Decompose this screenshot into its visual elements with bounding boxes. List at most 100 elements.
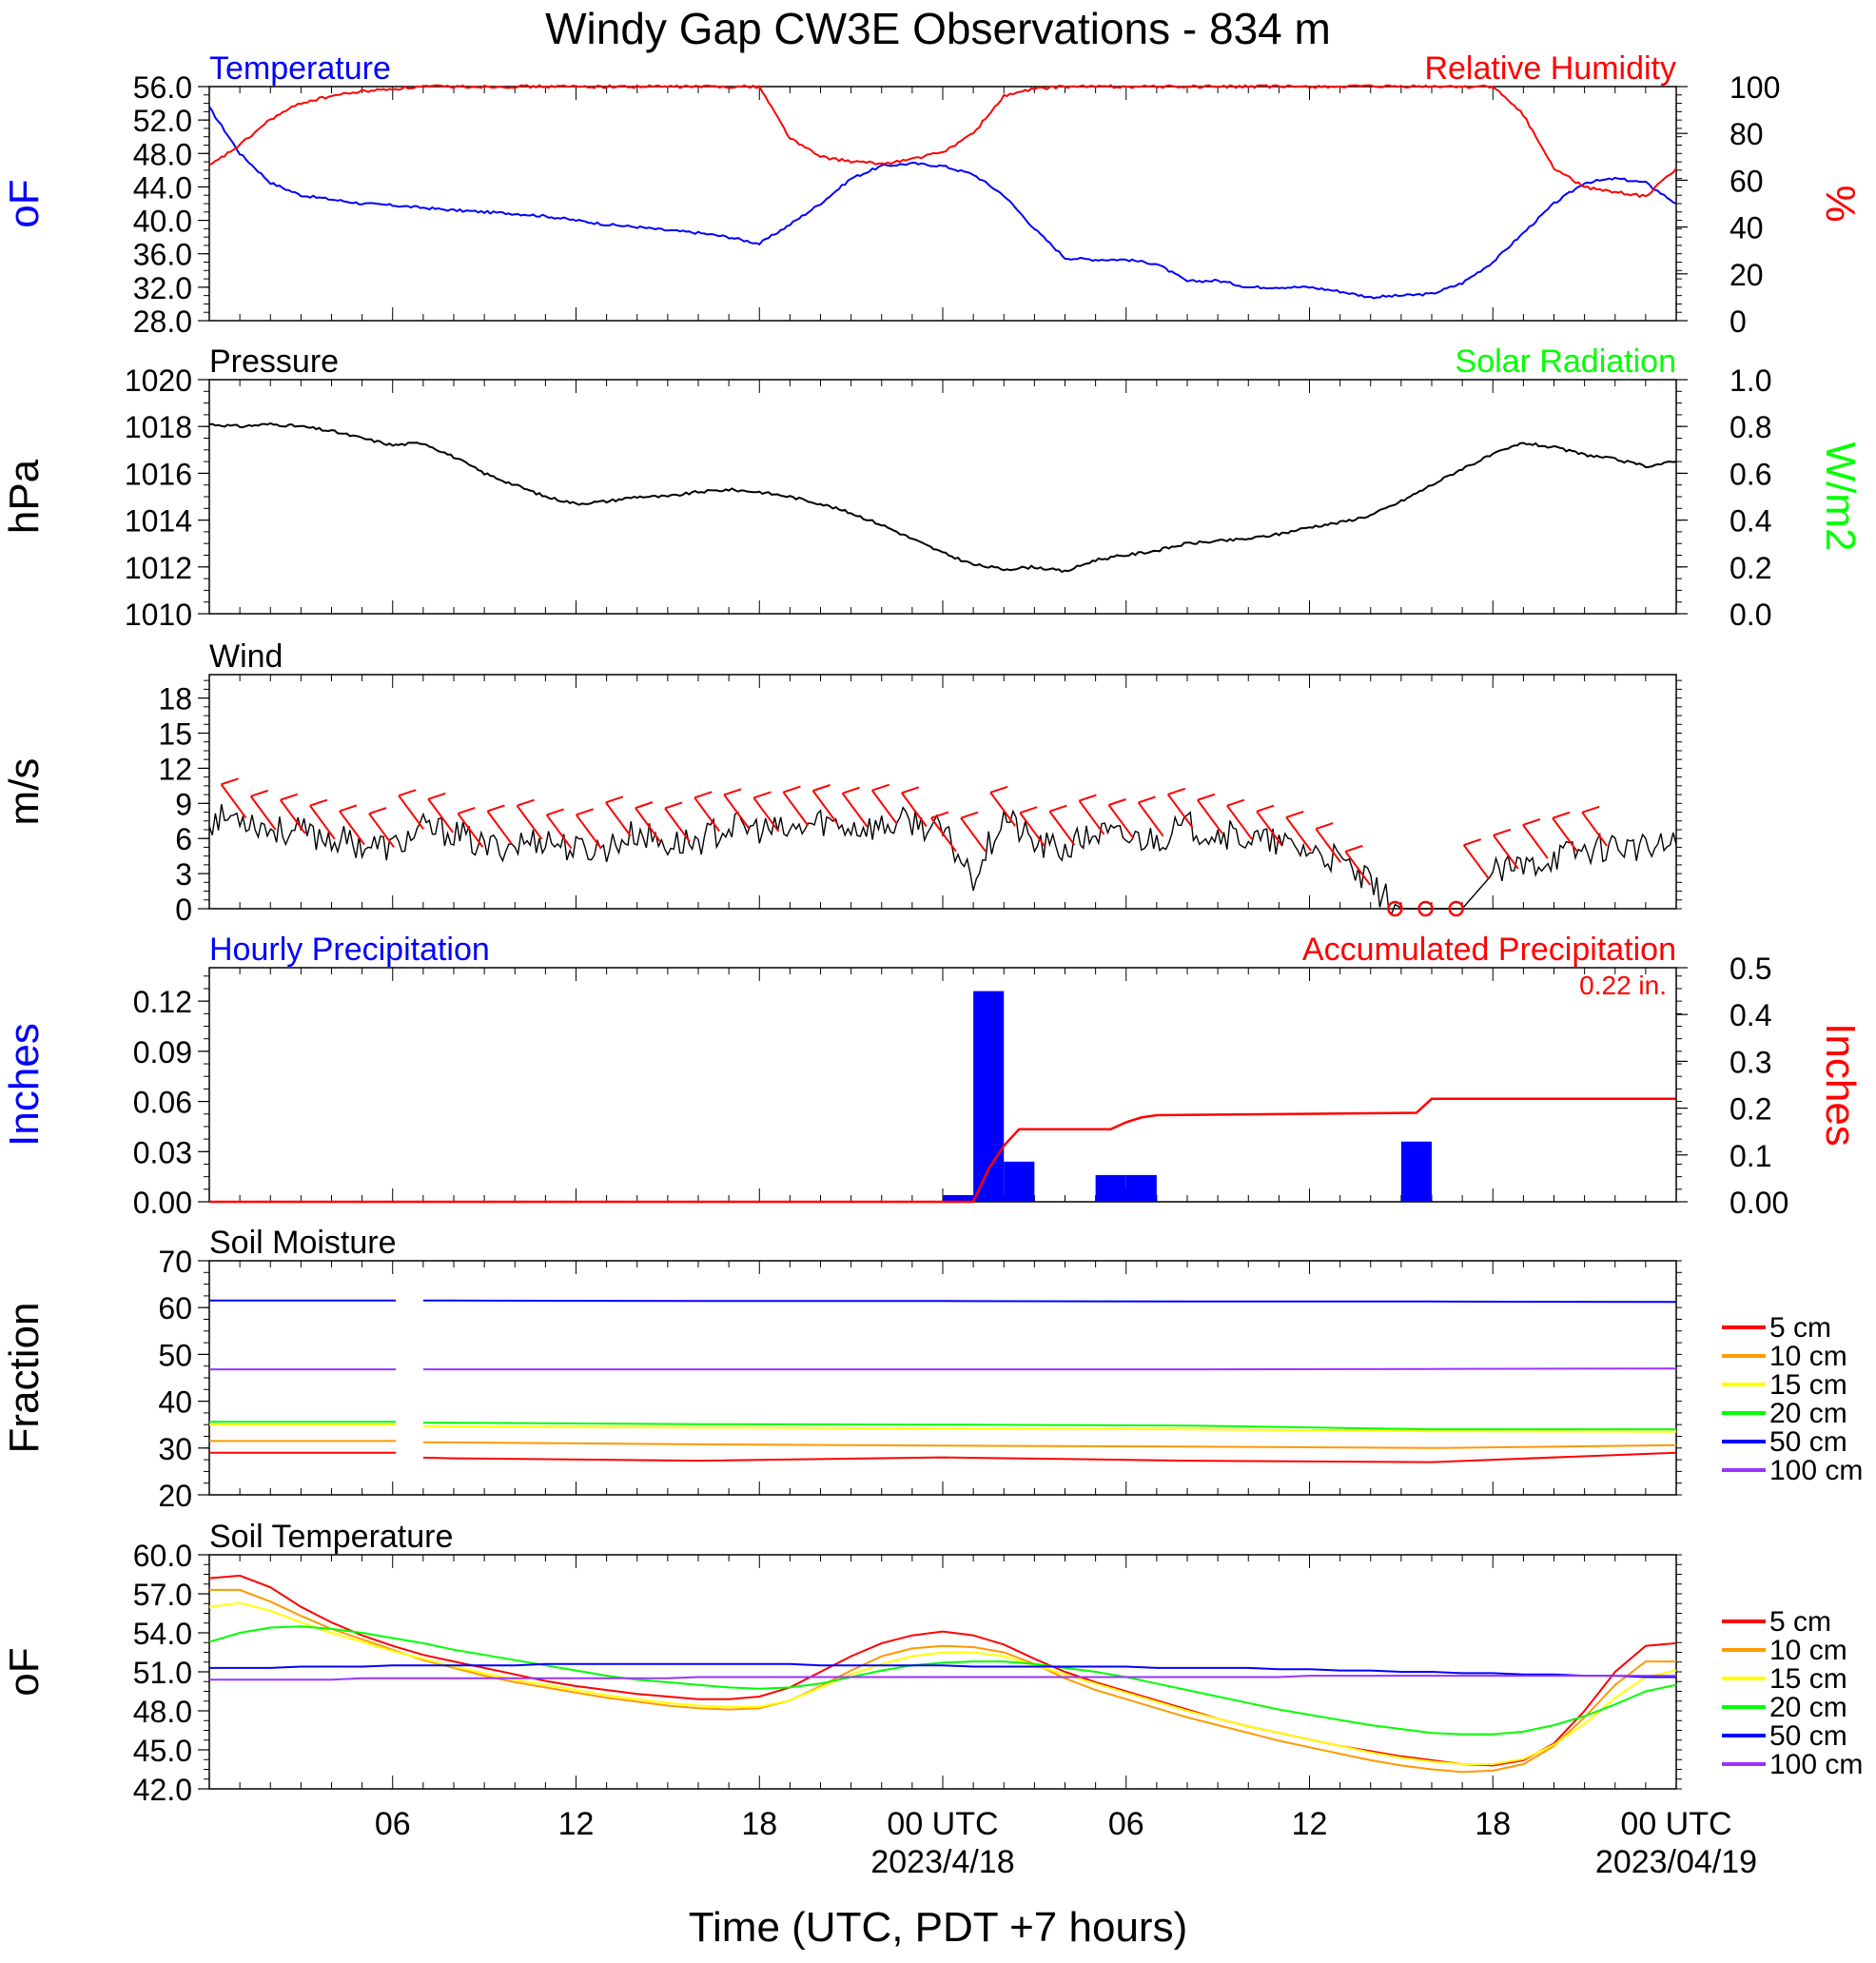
wind-barb-flag [517,798,535,807]
series-line-10cm [209,1440,1677,1449]
wind-barb-flag [1463,838,1482,847]
panel-title-left: Soil Temperature [209,1519,453,1555]
wind-barb-flag [783,785,801,794]
y-tick-label: 0.03 [133,1135,192,1169]
y-tick-label-right: 0.2 [1729,551,1771,585]
series-line-accumulated-precipitation [209,1097,1676,1204]
y-tick-label: 44.0 [133,170,192,205]
y-tick-label: 57.0 [133,1578,192,1612]
wind-barb [930,817,957,853]
wind-barb-flag [664,801,683,810]
panel-title-left: Pressure [209,344,339,380]
wind-barb [605,801,632,837]
wind-barb-flag [458,807,476,815]
x-tick-label: 00 UTC [887,1806,998,1842]
y-tick-label: 42.0 [133,1773,192,1807]
wind-barb [457,813,484,848]
wind-barb [841,793,869,828]
wind-barb [960,817,987,853]
wind-barb [1344,851,1372,886]
wind-barb-flag [1315,822,1334,831]
wind-barb [1166,794,1194,829]
wind-barb [1226,805,1253,840]
y-tick-label: 48.0 [133,1695,192,1729]
x-tick-label: 06 [375,1806,411,1842]
wind-barb-flag [1552,811,1571,819]
y-tick-label: 0.06 [133,1086,192,1120]
wind-barb-flag [1138,795,1156,804]
legend-label: 10 cm [1769,1635,1847,1666]
y-tick-label: 1010 [125,598,192,632]
wind-barb [694,796,720,833]
wind-barb [901,792,928,828]
wind-barb [1315,828,1342,863]
y-axis-title-left: Inches [1,1023,48,1147]
calm-wind-marker [1387,900,1403,917]
series-line-5cm [209,1451,1677,1463]
y-tick-label-right: 0.6 [1729,457,1771,491]
y-tick-label: 1018 [125,410,192,444]
wind-barb-flag [1019,806,1038,815]
wind-barb [752,796,780,833]
panel-1: 56.052.048.044.040.036.032.028.0 100 80 60 4… [1,50,1864,339]
y-tick-label-right: 0.4 [1729,998,1771,1032]
legend-label: 50 cm [1769,1720,1847,1752]
wind-barb [1137,801,1164,837]
precip-bar [1004,1161,1035,1202]
legend-label: 20 cm [1769,1398,1847,1429]
wind-barb [1078,799,1105,835]
legend-label: 15 cm [1769,1369,1847,1401]
wind-barb [870,790,898,825]
y-tick-label: 30 [158,1432,192,1466]
y-tick-label-right: 0.5 [1729,952,1771,986]
precip-bar [973,991,1005,1202]
y-tick-label: 3 [175,857,192,892]
series-line-20cm [208,1625,1677,1736]
wind-barb [1581,812,1608,847]
series-line-temperature [208,106,1677,300]
wind-barb-flag [1197,793,1216,801]
y-tick-label-right: 0 [1729,304,1747,339]
wind-barb-flag [812,784,831,792]
wind-barb-flag [250,789,268,797]
y-tick-label: 70 [158,1245,192,1279]
wind-barb [486,810,514,846]
y-tick-label-right: 0.0 [1729,598,1771,632]
panel-2: 1020 1018 1016 1014 1012 1010 1.0 0.8 0.6 0.4 0.2 0… [1,344,1864,632]
y-tick-label: 40 [158,1385,192,1420]
wind-barb [398,795,424,830]
y-tick-label: 1012 [125,551,192,585]
y-tick-label: 48.0 [133,137,192,171]
wind-barb [309,805,336,840]
wind-barb-flag [1079,794,1097,802]
wind-barb [723,794,751,830]
series-line-50cm [209,1662,1676,1678]
panel-title-left: Wind [209,638,283,675]
y-tick-label-right: 0.2 [1729,1092,1771,1127]
series-line-20cm [209,1421,1676,1431]
wind-barb [220,783,247,819]
wind-barb [1256,811,1282,846]
wind-barb [1462,844,1490,879]
wind-barb [664,807,691,843]
chart-title: Windy Gap CW3E Observations - 834 m [545,4,1331,53]
panel-title-right: Relative Humidity [1424,50,1676,87]
wind-barb-flag [901,786,920,795]
wind-barb-flag [605,795,624,804]
wind-barb-flag [221,777,239,786]
y-tick-label-right: 0.4 [1729,504,1771,539]
y-tick-label: 0.09 [133,1035,192,1070]
wind-barb-flag [339,804,358,813]
wind-barb [811,790,839,825]
wind-barb [249,795,277,831]
wind-barb-flag [1285,810,1304,818]
series-line-10cm [209,1588,1676,1774]
wind-barb-flag [871,783,890,792]
y-tick-label: 1016 [125,457,192,491]
y-tick-label: 1014 [125,504,192,539]
y-tick-label: 36.0 [133,238,192,272]
precip-bar [943,1194,974,1202]
y-tick-label: 20 [158,1479,192,1513]
precip-bar [1125,1174,1157,1202]
wind-barb [575,814,602,850]
